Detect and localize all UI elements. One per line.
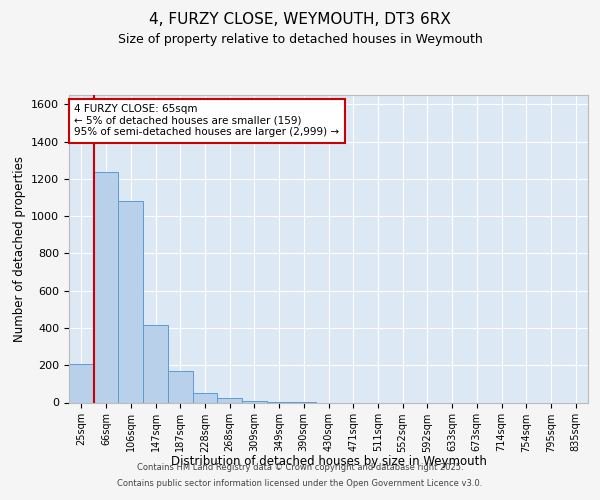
Bar xyxy=(143,325,168,402)
Bar xyxy=(217,398,242,402)
Text: 4, FURZY CLOSE, WEYMOUTH, DT3 6RX: 4, FURZY CLOSE, WEYMOUTH, DT3 6RX xyxy=(149,12,451,28)
Bar xyxy=(69,364,94,403)
Bar xyxy=(94,172,118,402)
Text: Size of property relative to detached houses in Weymouth: Size of property relative to detached ho… xyxy=(118,32,482,46)
Y-axis label: Number of detached properties: Number of detached properties xyxy=(13,156,26,342)
Text: 4 FURZY CLOSE: 65sqm
← 5% of detached houses are smaller (159)
95% of semi-detac: 4 FURZY CLOSE: 65sqm ← 5% of detached ho… xyxy=(74,104,340,138)
Text: Contains HM Land Registry data © Crown copyright and database right 2025.: Contains HM Land Registry data © Crown c… xyxy=(137,464,463,472)
Bar xyxy=(168,371,193,402)
Bar xyxy=(242,400,267,402)
X-axis label: Distribution of detached houses by size in Weymouth: Distribution of detached houses by size … xyxy=(170,454,487,468)
Bar xyxy=(118,201,143,402)
Bar xyxy=(193,393,217,402)
Text: Contains public sector information licensed under the Open Government Licence v3: Contains public sector information licen… xyxy=(118,478,482,488)
